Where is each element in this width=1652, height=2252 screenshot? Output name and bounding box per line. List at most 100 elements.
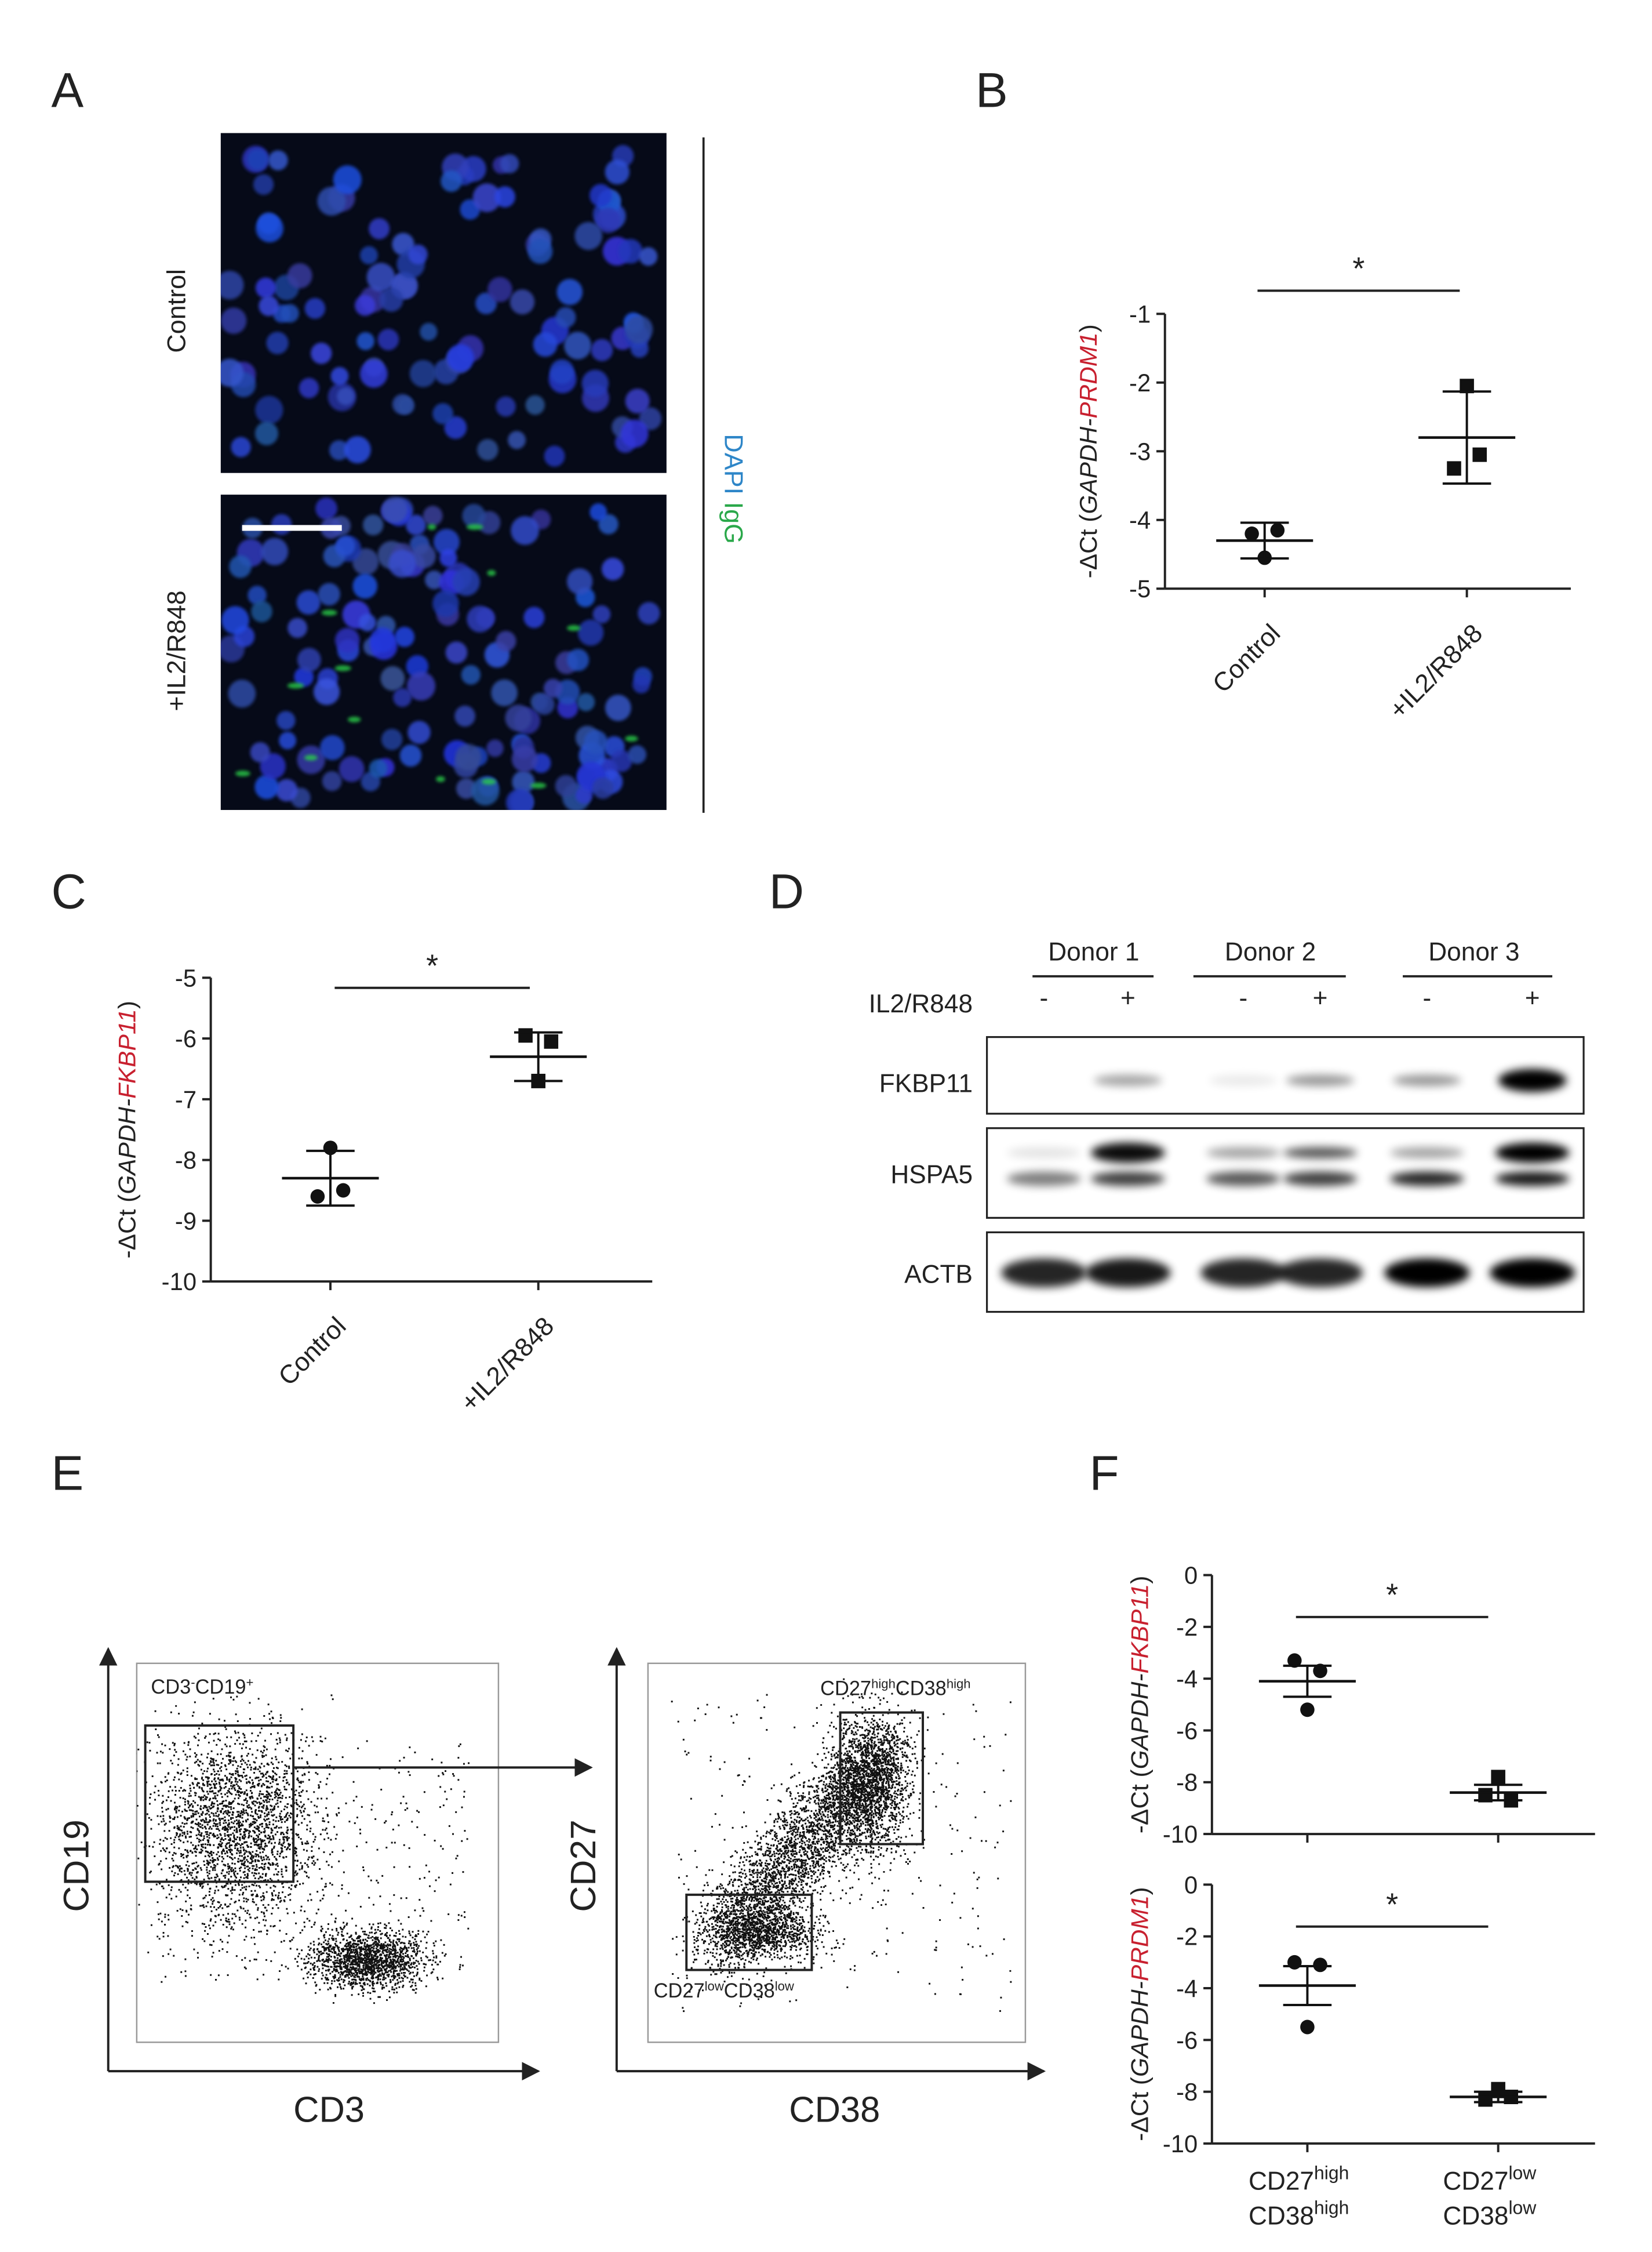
cell [496,396,516,417]
cells [220,496,660,810]
cell [555,307,576,328]
y-label-part: ) [114,1001,141,1009]
cell [406,514,426,536]
cell [352,573,378,599]
error-bar [1473,2090,1523,2104]
cell [618,239,643,264]
cell [533,332,558,357]
gate-label: CD27lowCD38low [654,1978,795,2002]
y-tick-label: -10 [162,1268,197,1295]
cell [251,600,272,623]
cell [592,605,611,624]
cell [605,159,630,185]
cell [577,693,595,711]
cell [229,555,252,578]
y-label-part: ) [1126,1887,1154,1895]
cell [392,233,414,256]
cell [467,605,493,633]
gate-label-part: CD27 [654,1980,705,2002]
cell [567,648,590,671]
x-label-part: CD27 [1249,2167,1314,2195]
cell [358,613,376,631]
band [1093,1074,1162,1087]
protein-label: FKBP11 [879,1069,973,1098]
gate-label-part: low [705,1978,725,1993]
y-tick-label: -10 [1163,1821,1198,1848]
cell [630,339,649,358]
band [1283,1171,1358,1186]
cell [356,332,374,350]
data-point [1245,526,1259,541]
stain-label: IgG [719,502,748,544]
cell [406,671,436,701]
cell [322,771,342,791]
cell [639,247,658,266]
y-label-part: -ΔCt ( [114,1194,141,1259]
band [1283,1147,1358,1159]
treatment-mark: - [1239,984,1248,1012]
cell [337,387,355,405]
cell [441,170,462,192]
cell [601,557,624,580]
cell [393,688,412,707]
cell [271,514,292,535]
gate-label-part: CD3 [151,1676,191,1698]
y-tick-label: -7 [175,1086,197,1113]
x-label-part: high [1314,2197,1349,2218]
igg-signal [567,625,581,631]
cell [370,627,395,653]
gate-label-part: CD27 [820,1677,871,1699]
y-tick-label: -5 [175,964,197,991]
cell [268,150,288,170]
gate-label: CD27highCD38high [820,1676,970,1700]
panel-letter: F [1090,1445,1119,1501]
panel-letter: D [769,864,804,919]
cell [590,503,607,521]
band [1090,1142,1165,1163]
cell [511,746,538,772]
cell [494,186,515,208]
cell [486,739,504,757]
stain-legend: DAPI IgG [719,434,748,544]
error-bar [514,1031,563,1083]
y-label-part: PRDM1 [1126,1895,1154,1981]
cell [220,270,244,300]
band [1206,1147,1280,1159]
treatment-label: IL2/R848 [869,990,973,1018]
panel-letter: E [51,1445,83,1501]
cell [432,590,459,618]
cell [220,358,244,387]
data-point [1313,1663,1327,1679]
y-label-part: ) [1126,1576,1154,1584]
cell [584,729,608,754]
gate [144,1724,295,1883]
condition-label: +IL2/R848 [163,590,191,711]
cell [574,221,603,250]
band [1001,1258,1087,1288]
cell [366,263,395,292]
cell [491,679,518,707]
cell [550,359,574,384]
y-tick-label: -9 [175,1207,197,1234]
y-tick-label: -6 [175,1025,197,1052]
cell [287,263,312,289]
igg-signal [287,682,304,689]
x-tick-label: Control [273,1312,351,1391]
band [1392,1074,1461,1087]
cell [394,626,415,647]
significance-label: * [1386,1886,1398,1922]
y-tick-label: -2 [1129,369,1151,396]
cell [256,214,283,242]
gate-label-part: CD38 [724,1980,775,2002]
cell [318,583,340,606]
band [1209,1074,1278,1087]
axis-label: CD3 [293,2090,365,2130]
cell [412,544,436,569]
data-point [310,1189,325,1204]
cell [496,630,516,652]
cell [455,744,482,771]
cell [544,445,565,467]
igg-signal [466,524,483,530]
cell [432,403,454,424]
cell [439,549,457,567]
